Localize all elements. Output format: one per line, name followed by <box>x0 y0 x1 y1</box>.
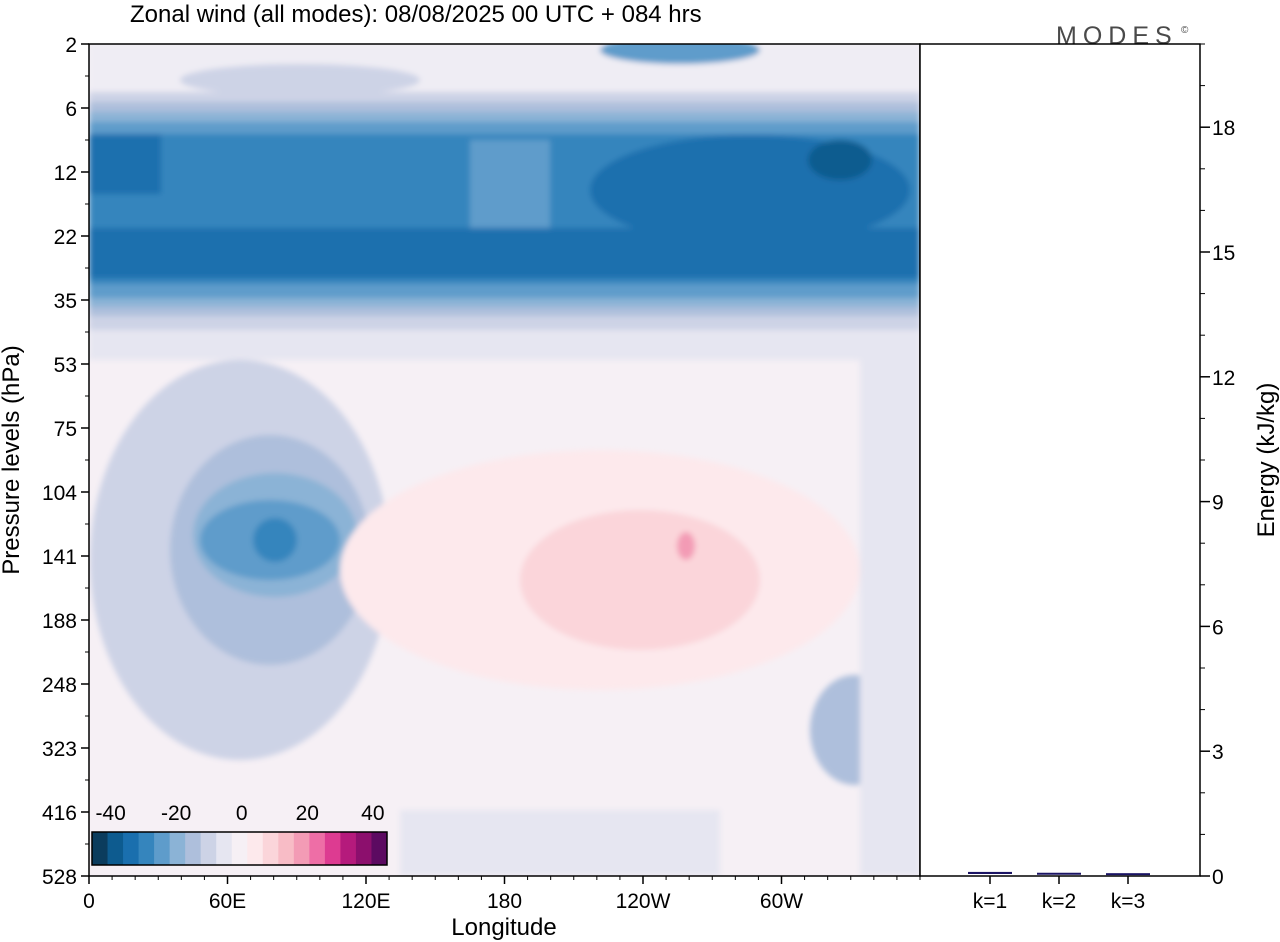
colorbar: -40 -20 0 20 40 <box>91 802 388 866</box>
energy-bar <box>1037 872 1081 875</box>
heatmap-y-tick-label: 323 <box>42 738 77 761</box>
field-bottom-band <box>400 810 720 876</box>
energy-y-tick-label: 3 <box>1212 741 1224 764</box>
colorbar-cell <box>154 832 171 865</box>
colorbar-cell <box>278 832 295 865</box>
energy-y-tick-label: 12 <box>1212 367 1235 390</box>
colorbar-cell <box>107 832 124 865</box>
field-band-light-1 <box>89 330 920 360</box>
colorbar-cell <box>371 832 388 865</box>
heatmap-x-tick-label: 0 <box>83 890 95 913</box>
colorbar-tick-label: 40 <box>361 802 384 825</box>
heatmap-y-label: Pressure levels (hPa) <box>0 345 25 574</box>
field-westerly-core <box>677 532 695 560</box>
colorbar-cell <box>216 832 233 865</box>
field-right-edge <box>860 360 920 876</box>
heatmap-x-axis: 0 60E 120E 180 120W 60W <box>83 876 921 913</box>
energy-y-tick-label: 9 <box>1212 492 1224 515</box>
energy-y-tick-label: 18 <box>1212 117 1235 140</box>
colorbar-cell <box>262 832 279 865</box>
colorbar-cell <box>92 832 109 865</box>
heatmap-x-tick-label: 120W <box>616 890 671 913</box>
heatmap-x-tick-label: 60W <box>760 890 803 913</box>
heatmap-x-tick-label: 180 <box>487 890 522 913</box>
heatmap-y-tick-label: 53 <box>54 354 77 377</box>
field-easterly-max <box>253 518 297 562</box>
energy-bars <box>968 871 1150 876</box>
colorbar-cell <box>324 832 341 865</box>
energy-x-tick-label: k=3 <box>1111 890 1145 913</box>
energy-x-tick-label: k=2 <box>1042 890 1076 913</box>
colorbar-cells <box>92 832 388 865</box>
heatmap-field <box>89 44 920 876</box>
energy-panel: 0 3 6 9 12 15 18 k=1 k=2 k=3 Energy (kJ/kg) <box>919 43 1280 913</box>
field-westerly-inner <box>520 510 760 650</box>
energy-bar <box>968 871 1012 874</box>
heatmap-y-tick-label: 6 <box>65 98 77 121</box>
heatmap-y-tick-label: 12 <box>54 162 77 185</box>
heatmap-y-tick-label: 528 <box>42 866 77 889</box>
colorbar-cell <box>293 832 310 865</box>
heatmap-x-tick-label: 60E <box>209 890 246 913</box>
field-core-east-strong <box>808 140 872 180</box>
heatmap-panel: 2 6 12 22 35 53 75 104 141 188 248 323 416 528 0 60E 12… <box>0 34 921 941</box>
heatmap-y-tick-label: 104 <box>42 482 77 505</box>
heatmap-y-tick-label: 188 <box>42 610 77 633</box>
energy-y-axis: 0 3 6 9 12 15 18 <box>1200 43 1235 889</box>
colorbar-tick-label: 20 <box>296 802 319 825</box>
heatmap-y-tick-label: 75 <box>54 418 77 441</box>
colorbar-cell <box>138 832 155 865</box>
field-patch-upper-light <box>180 64 420 96</box>
heatmap-y-tick-label: 416 <box>42 802 77 825</box>
energy-y-tick-label: 15 <box>1212 242 1235 265</box>
heatmap-y-tick-label: 248 <box>42 674 77 697</box>
colorbar-tick-label: -20 <box>161 802 191 825</box>
colorbar-cell <box>123 832 140 865</box>
colorbar-cell <box>200 832 217 865</box>
colorbar-cell <box>231 832 248 865</box>
heatmap-y-tick-label: 2 <box>65 34 77 57</box>
heatmap-y-tick-label: 141 <box>42 546 77 569</box>
colorbar-labels: -40 -20 0 20 40 <box>95 802 384 825</box>
colorbar-tick-label: -40 <box>95 802 125 825</box>
colorbar-cell <box>309 832 326 865</box>
colorbar-frame <box>91 831 388 866</box>
field-core-west-strong <box>89 134 161 194</box>
colorbar-cell <box>355 832 372 865</box>
heatmap-y-tick-label: 22 <box>54 226 77 249</box>
energy-y-tick-label: 6 <box>1212 616 1224 639</box>
colorbar-cell <box>185 832 202 865</box>
energy-frame <box>919 43 1201 877</box>
field-core-mid-weak <box>470 140 550 230</box>
energy-bar <box>1106 873 1150 876</box>
colorbar-cell <box>169 832 186 865</box>
energy-x-axis: k=1 k=2 k=3 <box>973 876 1145 913</box>
heatmap-x-label: Longitude <box>451 914 556 941</box>
field-core-low <box>89 228 920 278</box>
colorbar-tick-label: 0 <box>236 802 248 825</box>
energy-x-tick-label: k=1 <box>973 890 1007 913</box>
logo-mark: © <box>1181 25 1189 36</box>
colorbar-cell <box>247 832 264 865</box>
energy-y-label: Energy (kJ/kg) <box>1253 383 1280 538</box>
energy-y-tick-label: 0 <box>1212 866 1224 889</box>
field-patch-upper-easterly <box>600 44 760 64</box>
heatmap-y-tick-label: 35 <box>54 290 77 313</box>
heatmap-x-tick-label: 120E <box>341 890 390 913</box>
chart-title: Zonal wind (all modes): 08/08/2025 00 UT… <box>130 1 702 28</box>
colorbar-cell <box>340 832 357 865</box>
heatmap-y-axis: 2 6 12 22 35 53 75 104 141 188 248 323 416 528 <box>42 34 89 889</box>
